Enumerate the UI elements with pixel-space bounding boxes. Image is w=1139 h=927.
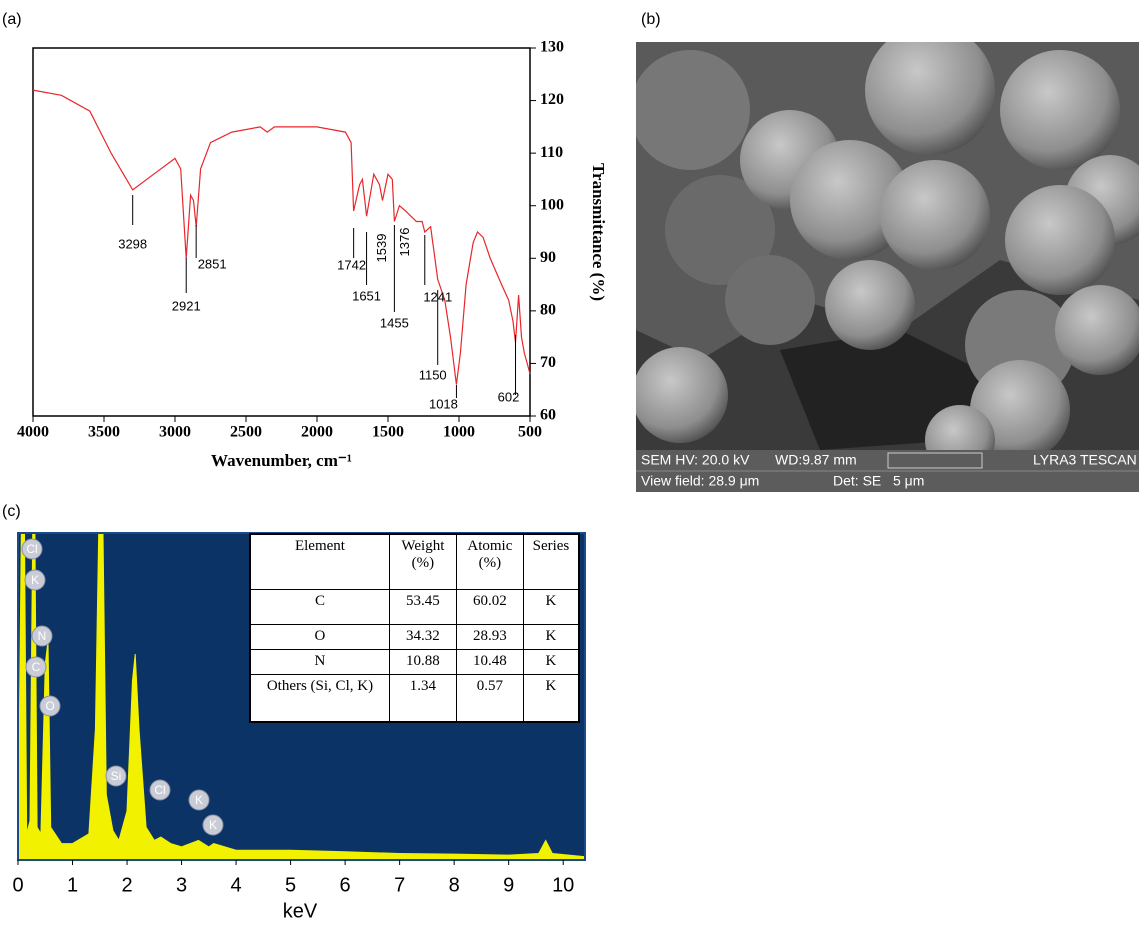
element-label: K xyxy=(209,818,217,832)
x-tick-label: 5 xyxy=(285,874,296,896)
x-tick-label: 7 xyxy=(394,874,405,896)
y-tick-label: 80 xyxy=(540,302,556,319)
cell: 1.34 xyxy=(389,675,456,723)
element-label: Cl xyxy=(154,783,165,797)
element-label: K xyxy=(195,793,203,807)
y-tick-label: 100 xyxy=(540,196,564,213)
peak-label: 1376 xyxy=(397,228,412,257)
x-axis-title: keV xyxy=(283,900,318,922)
peak-label: 2851 xyxy=(198,256,227,271)
peak-label: 1150 xyxy=(419,367,447,382)
y-tick-label: 90 xyxy=(540,249,556,266)
x-tick-label: 1500 xyxy=(372,424,404,441)
y-tick-label: 130 xyxy=(540,39,564,56)
sem-hv: SEM HV: 20.0 kV xyxy=(641,452,750,468)
x-tick-label: 1 xyxy=(67,874,78,896)
peak-label: 1455 xyxy=(380,315,409,330)
x-tick-label: 2 xyxy=(121,874,132,896)
element-label: K xyxy=(31,573,39,587)
x-tick-label: 500 xyxy=(518,424,542,441)
peak-label: 1539 xyxy=(374,234,389,263)
cell: 53.45 xyxy=(389,590,456,625)
element-label: C xyxy=(32,660,41,674)
peak-label: 1651 xyxy=(352,288,381,303)
cell: N xyxy=(250,650,389,675)
sem-vendor: LYRA3 TESCAN xyxy=(1033,452,1137,468)
plot-frame xyxy=(33,48,530,416)
cell: C xyxy=(250,590,389,625)
figure: (b) SEM HV: 20.0 kV WD:9.87 mm LYRA3 TES… xyxy=(0,0,1139,927)
x-tick-label: 1000 xyxy=(443,424,475,441)
x-axis-title: Wavenumber, cm⁻¹ xyxy=(211,451,352,470)
sem-view-field: View field: 28.9 μm xyxy=(641,473,759,489)
cell: K xyxy=(523,675,579,723)
cell: K xyxy=(523,590,579,625)
cell: 10.88 xyxy=(389,650,456,675)
cell: Others (Si, Cl, K) xyxy=(250,675,389,723)
cell: K xyxy=(523,625,579,650)
x-tick-label: 2000 xyxy=(301,424,333,441)
x-tick-label: 3500 xyxy=(88,424,120,441)
x-tick-label: 4000 xyxy=(17,424,49,441)
header-cell: Atomic (%) xyxy=(456,534,523,590)
x-tick-label: 3 xyxy=(176,874,187,896)
element-label: N xyxy=(38,629,47,643)
chart: (b) SEM HV: 20.0 kV WD:9.87 mm LYRA3 TES… xyxy=(0,0,1139,927)
sem-detector: Det: SE xyxy=(833,473,881,489)
peak-label: 1018 xyxy=(429,396,458,411)
cell: O xyxy=(250,625,389,650)
sem-scale-bar: 5 μm xyxy=(893,473,924,489)
element-label: Si xyxy=(111,769,122,783)
x-tick-label: 8 xyxy=(449,874,460,896)
x-tick-label: 4 xyxy=(231,874,242,896)
y-axis-title: Transmittance (%) xyxy=(589,163,608,301)
panel-label: (a) xyxy=(2,11,22,28)
cell: 28.93 xyxy=(456,625,523,650)
x-tick-label: 2500 xyxy=(230,424,262,441)
header-cell: Weight (%) xyxy=(389,534,456,590)
x-tick-label: 0 xyxy=(12,874,23,896)
cell: K xyxy=(523,650,579,675)
table-header: Element Weight (%) Atomic (%) Series xyxy=(250,534,579,590)
sem-wd: WD:9.87 mm xyxy=(775,452,857,468)
x-tick-label: 9 xyxy=(503,874,514,896)
panel-label: (c) xyxy=(2,503,21,520)
peak-label: 2921 xyxy=(172,298,201,313)
header-cell: Series xyxy=(523,534,579,590)
panel-label: (b) xyxy=(641,11,661,28)
cell: 10.48 xyxy=(456,650,523,675)
x-tick-label: 3000 xyxy=(159,424,191,441)
y-tick-label: 70 xyxy=(540,354,556,371)
header-cell: Element xyxy=(250,534,389,590)
x-tick-label: 10 xyxy=(552,874,574,896)
spectrum-line xyxy=(33,90,530,384)
y-tick-label: 60 xyxy=(540,407,556,424)
cell: 34.32 xyxy=(389,625,456,650)
sem-image xyxy=(630,25,1139,492)
peak-label: 602 xyxy=(498,389,520,404)
cell: 60.02 xyxy=(456,590,523,625)
y-tick-label: 120 xyxy=(540,91,564,108)
x-tick-label: 6 xyxy=(340,874,351,896)
element-label: Cl xyxy=(26,542,37,556)
element-label: O xyxy=(45,699,54,713)
y-tick-label: 110 xyxy=(540,144,563,161)
peak-label: 3298 xyxy=(118,236,147,251)
peak-label: 1742 xyxy=(337,257,366,272)
cell: 0.57 xyxy=(456,675,523,723)
